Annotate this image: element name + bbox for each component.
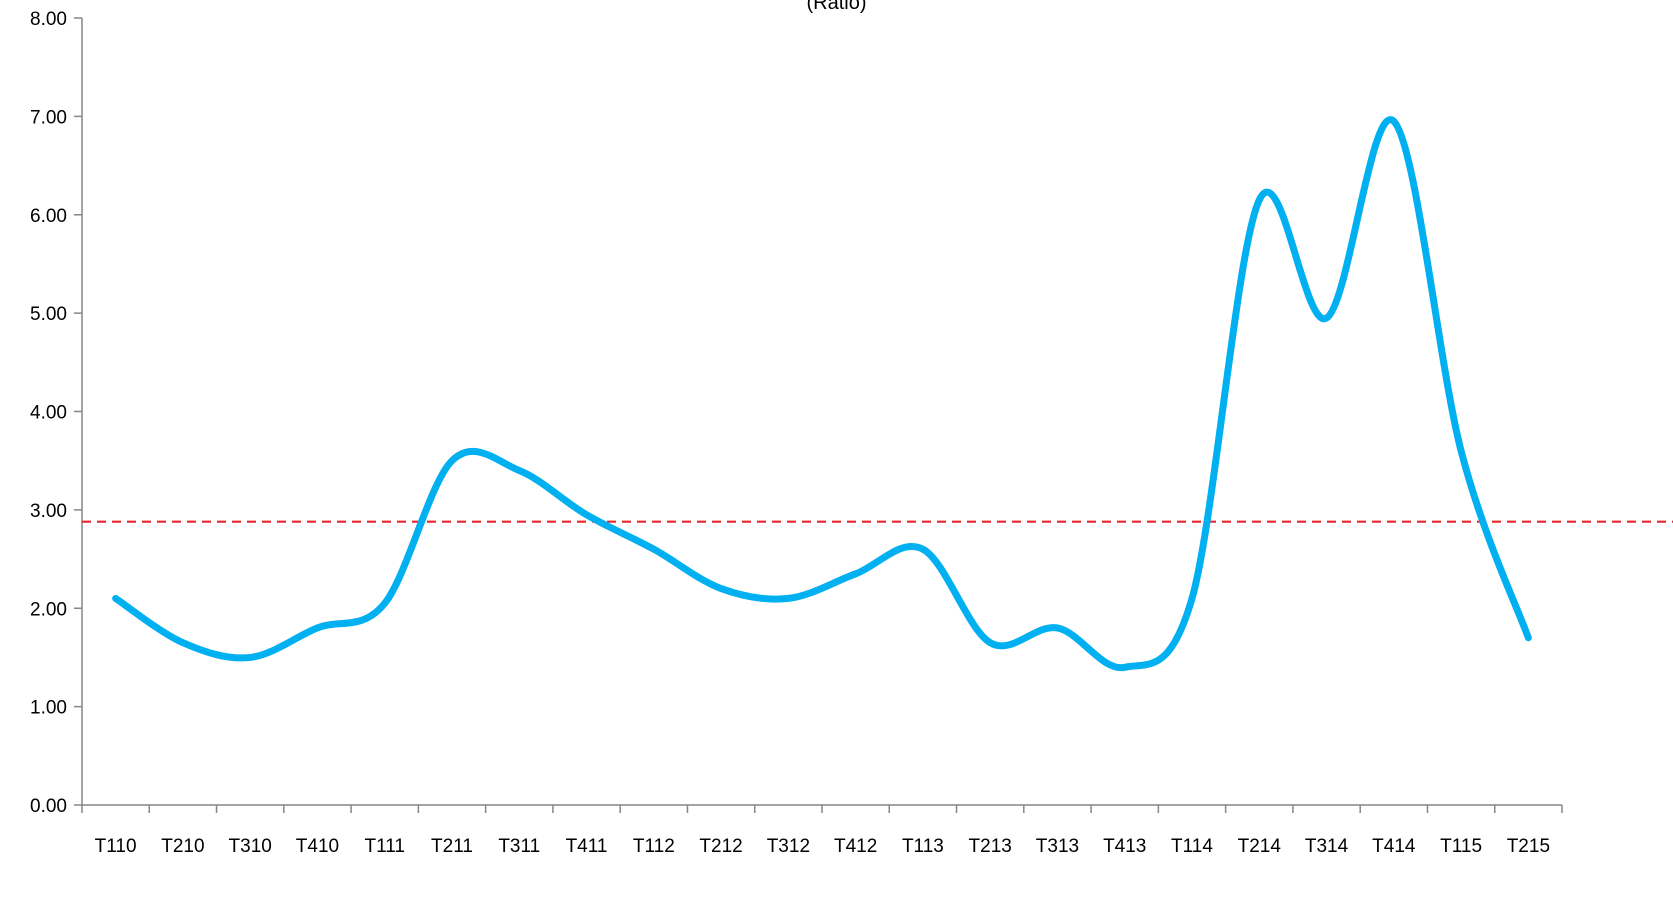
chart-subtitle: (Ratio) bbox=[806, 0, 867, 14]
x-tick-label: T413 bbox=[1103, 836, 1146, 857]
data-point-T214 bbox=[1256, 197, 1262, 203]
x-tick-label: T213 bbox=[969, 836, 1012, 857]
data-point-T110 bbox=[113, 595, 119, 601]
y-tick-label: 6.00 bbox=[30, 206, 67, 227]
x-tick-label: T111 bbox=[364, 836, 405, 857]
data-point-T112 bbox=[651, 546, 657, 552]
x-tick-label: T210 bbox=[161, 836, 204, 857]
x-tick-label: T113 bbox=[902, 836, 944, 857]
series-line bbox=[112, 116, 1532, 671]
data-point-T414 bbox=[1391, 118, 1397, 124]
data-point-T413 bbox=[1122, 664, 1128, 670]
x-tick-label: T313 bbox=[1036, 836, 1079, 857]
data-point-T410 bbox=[314, 625, 320, 631]
data-point-T312 bbox=[785, 595, 791, 601]
y-tick-label: 2.00 bbox=[30, 599, 67, 620]
data-point-T411 bbox=[584, 512, 590, 518]
x-tick-label: T312 bbox=[767, 836, 810, 857]
data-point-T310 bbox=[247, 654, 253, 660]
data-point-T115 bbox=[1458, 448, 1464, 454]
y-tick-label: 5.00 bbox=[30, 304, 67, 325]
data-point-T313 bbox=[1054, 625, 1060, 631]
x-tick-label: T311 bbox=[498, 836, 540, 857]
x-tick-label: T314 bbox=[1305, 836, 1349, 857]
x-tick-label: T211 bbox=[431, 836, 473, 857]
x-tick-label: T114 bbox=[1171, 836, 1213, 857]
x-tick-label: T411 bbox=[566, 836, 608, 857]
data-point-T211 bbox=[449, 458, 455, 464]
data-point-T210 bbox=[180, 640, 186, 646]
x-tick-label: T212 bbox=[699, 836, 742, 857]
x-tick-label: T112 bbox=[633, 836, 675, 857]
x-tick-label: T410 bbox=[296, 836, 339, 857]
y-tick-label: 7.00 bbox=[30, 107, 67, 128]
y-tick-label: 1.00 bbox=[30, 698, 67, 719]
data-point-T114 bbox=[1189, 595, 1195, 601]
data-point-T311 bbox=[516, 468, 522, 474]
data-point-T212 bbox=[718, 586, 724, 592]
y-tick-label: 8.00 bbox=[30, 9, 67, 30]
data-point-T113 bbox=[920, 546, 926, 552]
x-tick-label: T110 bbox=[95, 836, 137, 857]
x-tick-label: T214 bbox=[1238, 836, 1282, 857]
x-tick-label: T215 bbox=[1507, 836, 1550, 857]
y-tick-label: 0.00 bbox=[30, 796, 67, 817]
y-tick-label: 3.00 bbox=[30, 501, 67, 522]
x-tick-label: T414 bbox=[1372, 836, 1416, 857]
data-point-T412 bbox=[853, 571, 859, 577]
y-tick-label: 4.00 bbox=[30, 403, 67, 424]
x-tick-label: T115 bbox=[1440, 836, 1482, 857]
data-point-T314 bbox=[1324, 315, 1330, 321]
data-point-T213 bbox=[987, 640, 993, 646]
x-tick-label: T412 bbox=[834, 836, 877, 857]
data-point-T111 bbox=[382, 600, 388, 606]
x-tick-label: T310 bbox=[229, 836, 272, 857]
data-point-T215 bbox=[1525, 635, 1531, 641]
